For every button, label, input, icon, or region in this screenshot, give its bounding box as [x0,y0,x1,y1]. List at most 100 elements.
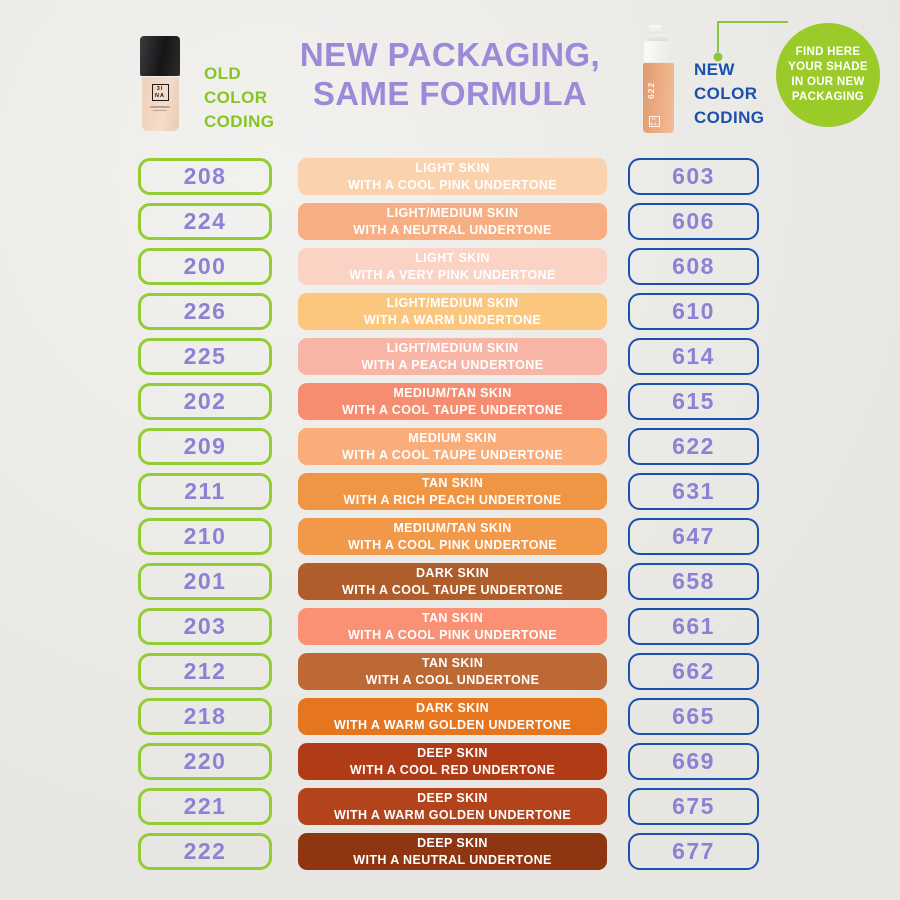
old-code-pill: 200 [138,248,272,285]
skin-type-text: MEDIUM/TAN SKIN [393,520,512,535]
shade-swatch: MEDIUM SKIN WITH A COOL TAUPE UNDERTONE [298,428,607,465]
old-code: 221 [183,793,227,819]
undertone-text: WITH A VERY PINK UNDERTONE [349,267,556,282]
shade-swatch: LIGHT/MEDIUM SKIN WITH A PEACH UNDERTONE [298,338,607,375]
undertone-text: WITH A NEUTRAL UNDERTONE [353,222,552,237]
old-code: 226 [183,298,227,324]
title-line-1: NEW PACKAGING, [299,36,601,73]
pump-collar [649,34,667,41]
page-title: NEW PACKAGING, SAME FORMULA [258,36,642,114]
old-code-pill: 210 [138,518,272,555]
undertone-text: WITH A COOL PINK UNDERTONE [347,177,557,192]
shade-row: 221 DEEP SKIN WITH A WARM GOLDEN UNDERTO… [138,788,759,825]
shade-swatch: MEDIUM/TAN SKIN WITH A COOL PINK UNDERTO… [298,518,607,555]
new-code: 661 [672,613,715,639]
shade-swatch: DARK SKIN WITH A COOL TAUPE UNDERTONE [298,563,607,600]
old-code-pill: 202 [138,383,272,420]
skin-type-text: DARK SKIN [415,565,490,580]
old-code-pill: 221 [138,788,272,825]
old-code: 220 [183,748,227,774]
shade-row: 226 LIGHT/MEDIUM SKIN WITH A WARM UNDERT… [138,293,759,330]
new-code: 647 [672,523,715,549]
old-code-pill: 201 [138,563,272,600]
undertone-text: WITH A COOL RED UNDERTONE [349,762,556,777]
old-code-pill: 211 [138,473,272,510]
new-code-pill: 603 [628,158,759,195]
new-code: 669 [672,748,715,774]
undertone-text: WITH A COOL TAUPE UNDERTONE [342,582,563,597]
new-code-pill: 665 [628,698,759,735]
shade-swatch: DEEP SKIN WITH A WARM GOLDEN UNDERTONE [298,788,607,825]
brand-logo: 3I NA [648,116,660,127]
new-code: 622 [672,433,715,459]
undertone-text: WITH A PEACH UNDERTONE [361,357,544,372]
new-code: 614 [672,343,715,369]
new-code: 603 [672,163,715,189]
old-code: 203 [183,613,227,639]
old-code: 211 [184,478,226,504]
old-code-pill: 224 [138,203,272,240]
pump-nozzle [648,25,662,34]
new-code-pill: 608 [628,248,759,285]
shade-row: 224 LIGHT/MEDIUM SKIN WITH A NEUTRAL UND… [138,203,759,240]
new-color-coding-label: NEW COLOR CODING [694,60,765,128]
new-code: 677 [672,838,715,864]
shade-swatch: TAN SKIN WITH A COOL PINK UNDERTONE [298,608,607,645]
shade-row: 209 MEDIUM SKIN WITH A COOL TAUPE UNDERT… [138,428,759,465]
shade-row: 202 MEDIUM/TAN SKIN WITH A COOL TAUPE UN… [138,383,759,420]
bottle-cap [140,36,180,76]
old-code: 218 [183,703,227,729]
undertone-text: WITH A COOL PINK UNDERTONE [347,627,557,642]
shade-row: 225 LIGHT/MEDIUM SKIN WITH A PEACH UNDER… [138,338,759,375]
undertone-text: WITH A RICH PEACH UNDERTONE [343,492,562,507]
shade-swatch: DEEP SKIN WITH A NEUTRAL UNDERTONE [298,833,607,870]
new-code-pill: 631 [628,473,759,510]
old-code-pill: 209 [138,428,272,465]
old-code: 201 [183,568,227,594]
skin-type-text: LIGHT/MEDIUM SKIN [386,340,519,355]
brand-logo: 3I NA [151,84,169,101]
new-code-pill: 606 [628,203,759,240]
old-code-pill: 222 [138,833,272,870]
old-code-pill: 218 [138,698,272,735]
shade-row: 200 LIGHT SKIN WITH A VERY PINK UNDERTON… [138,248,759,285]
old-code: 200 [183,253,227,279]
undertone-text: WITH A COOL TAUPE UNDERTONE [342,447,563,462]
new-code-pill: 669 [628,743,759,780]
new-code: 610 [672,298,715,324]
bottle-body: 622 3I NA [642,63,674,133]
new-code: 665 [672,703,715,729]
new-code: 658 [672,568,715,594]
shade-swatch: TAN SKIN WITH A COOL UNDERTONE [298,653,607,690]
undertone-text: WITH A NEUTRAL UNDERTONE [353,852,552,867]
shade-swatch: TAN SKIN WITH A RICH PEACH UNDERTONE [298,473,607,510]
new-code-pill: 675 [628,788,759,825]
shade-swatch: LIGHT/MEDIUM SKIN WITH A WARM UNDERTONE [298,293,607,330]
old-code: 209 [183,433,227,459]
new-code: 662 [672,658,715,684]
old-code: 212 [183,658,227,684]
skin-type-text: LIGHT/MEDIUM SKIN [386,205,519,220]
old-code-pill: 208 [138,158,272,195]
shade-row: 218 DARK SKIN WITH A WARM GOLDEN UNDERTO… [138,698,759,735]
skin-type-text: LIGHT SKIN [415,160,490,175]
skin-type-text: DARK SKIN [415,700,490,715]
old-code-pill: 220 [138,743,272,780]
undertone-text: WITH A WARM GOLDEN UNDERTONE [333,717,572,732]
skin-type-text: DEEP SKIN [417,745,488,760]
undertone-text: WITH A COOL TAUPE UNDERTONE [342,402,563,417]
shade-row: 212 TAN SKIN WITH A COOL UNDERTONE 662 [138,653,759,690]
skin-type-text: TAN SKIN [421,475,484,490]
undertone-text: WITH A WARM UNDERTONE [363,312,542,327]
skin-type-text: LIGHT/MEDIUM SKIN [386,295,519,310]
skin-type-text: TAN SKIN [421,655,484,670]
skin-type-text: DEEP SKIN [417,790,488,805]
new-code-pill: 610 [628,293,759,330]
old-code: 208 [183,163,227,189]
old-code: 222 [183,838,227,864]
old-code-pill: 226 [138,293,272,330]
old-code: 202 [183,388,227,414]
pump-cap [643,41,673,62]
skin-type-text: DEEP SKIN [417,835,488,850]
